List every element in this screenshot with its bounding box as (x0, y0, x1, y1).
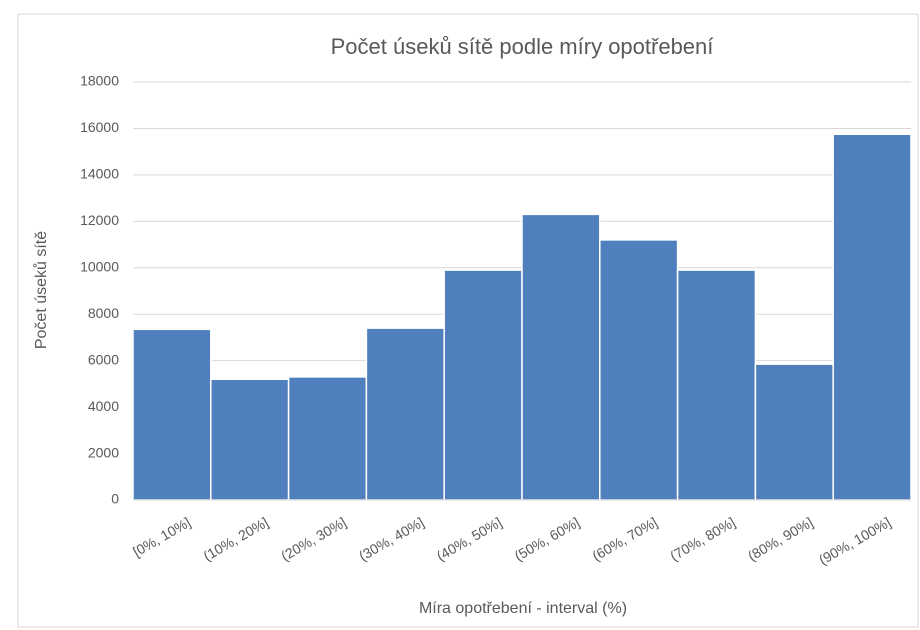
y-tick-label: 16000 (80, 119, 119, 135)
y-tick-label: 12000 (80, 212, 119, 228)
bar (132, 328, 212, 501)
bar (832, 133, 912, 501)
y-tick-label: 0 (111, 491, 119, 507)
bar (676, 269, 757, 501)
y-axis-title: Počet úseků sítě (32, 231, 50, 349)
bar (754, 363, 834, 501)
y-tick-label: 10000 (80, 258, 119, 274)
bar (521, 213, 601, 501)
y-tick-label: 4000 (88, 398, 119, 414)
bar (287, 376, 368, 501)
y-tick-label: 2000 (88, 444, 119, 460)
chart-title: Počet úseků sítě podle míry opotřebení (331, 34, 714, 59)
bar (443, 269, 523, 501)
x-axis-title: Míra opotřebení - interval (%) (419, 600, 627, 617)
bar (365, 327, 445, 501)
y-tick-label: 6000 (88, 351, 119, 367)
bar (599, 239, 679, 501)
y-tick-label: 18000 (80, 73, 119, 89)
y-tick-label: 8000 (88, 305, 119, 321)
y-tick-label: 14000 (80, 166, 119, 182)
bar (210, 378, 290, 501)
